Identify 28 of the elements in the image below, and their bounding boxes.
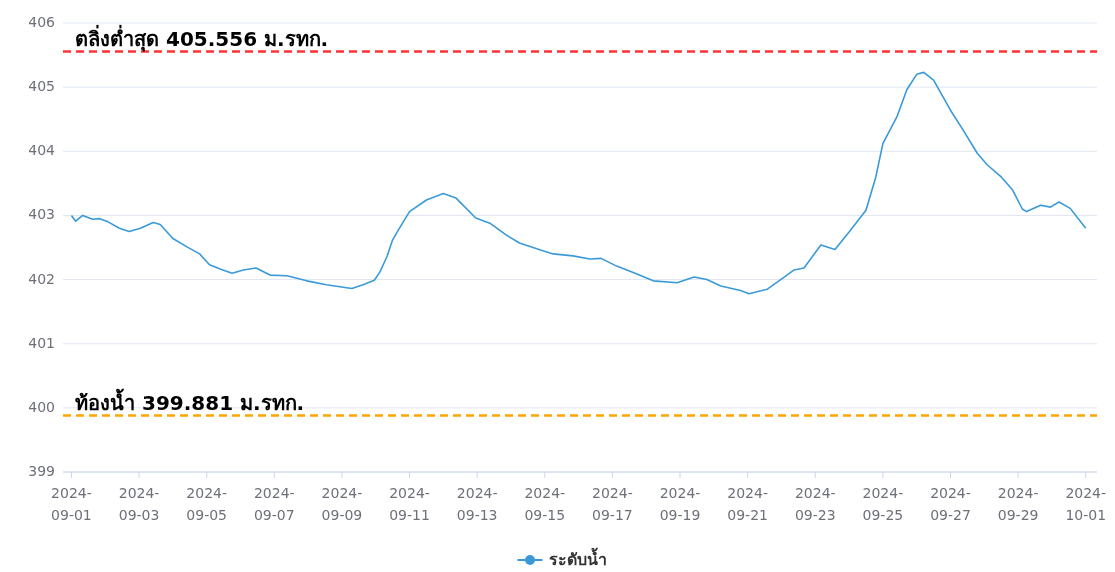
x-tick-label: 2024-09-09 <box>321 485 363 523</box>
x-tick-label: 2024-09-19 <box>659 485 701 523</box>
x-tick-label: 2024-09-15 <box>524 485 566 523</box>
y-tick-label: 406 <box>28 14 56 30</box>
line-series <box>70 71 1087 295</box>
x-tick-label: 2024-09-03 <box>118 485 160 523</box>
x-tick-label: 2024-09-23 <box>794 485 836 523</box>
ref-line-label: ตลิ่งต่ำสุด 405.556 ม.รทก. <box>75 24 329 53</box>
x-tick-label: 2024-09-01 <box>51 485 92 523</box>
y-tick-label: 400 <box>28 398 55 415</box>
y-tick-label: 405 <box>28 78 55 95</box>
x-tick-label: 2024-09-29 <box>997 485 1039 523</box>
x-tick-label: 2024-09-17 <box>592 485 633 523</box>
x-tick-label: 2024-09-27 <box>930 485 971 523</box>
x-tick-label: 2024-09-11 <box>389 485 430 523</box>
x-tick-label: 2024-09-05 <box>186 485 228 523</box>
x-tick-label: 2024-09-25 <box>862 485 904 523</box>
y-tick-label: 403 <box>28 206 55 223</box>
x-tick-label: 2024-09-13 <box>456 485 498 523</box>
y-tick-label: 399 <box>28 463 55 479</box>
x-tick-label: 2024-09-07 <box>253 485 295 523</box>
ref-line-label: ท้องน้ำ 399.881 ม.รทก. <box>75 388 305 416</box>
y-tick-label: 404 <box>28 142 56 159</box>
y-tick-label: 402 <box>28 270 55 287</box>
legend-label: ระดับน้ำ <box>548 546 607 569</box>
x-tick-label: 2024-10-01 <box>1065 485 1107 523</box>
y-tick-label: 401 <box>28 334 55 351</box>
x-tick-label: 2024-09-21 <box>727 485 768 523</box>
